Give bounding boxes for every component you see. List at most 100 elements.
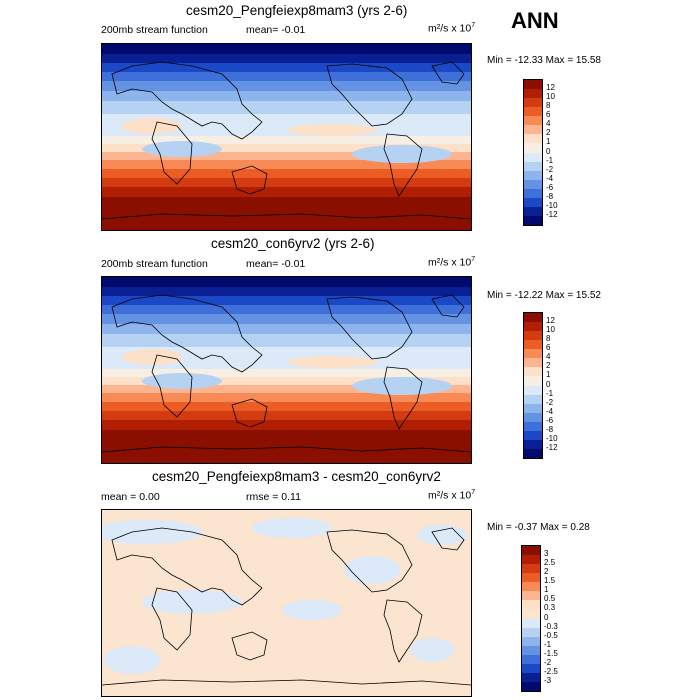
panel-3-rmse-label: rmse = 0.11 — [246, 491, 301, 503]
colorbar-box — [524, 80, 542, 90]
colorbar-box — [524, 152, 542, 162]
colorbar-tick-label: 12 — [546, 83, 555, 93]
zonal-band — [102, 187, 471, 197]
zonal-band — [102, 160, 471, 169]
colorbar-box — [524, 421, 542, 431]
season-label: ANN — [511, 8, 559, 33]
colorbar-tick-label: -12 — [546, 442, 558, 452]
colorbar-tick-label: -6 — [546, 415, 554, 425]
colorbar-box — [524, 376, 542, 386]
panel-2-colorbar-labels: 12 10 8 6 4 2 1 0 -1 -2 -4 -6 -8 -10 -12 — [546, 312, 576, 457]
colorbar-tick-label: 0 — [546, 146, 551, 156]
zonal-band — [102, 420, 471, 430]
zonal-band — [102, 334, 471, 347]
colorbar-tick-label: -0.3 — [544, 621, 558, 631]
colorbar-box — [524, 134, 542, 144]
anomaly-patch — [352, 377, 452, 395]
zonal-band — [102, 402, 471, 411]
zonal-band — [102, 101, 471, 114]
anomaly-patch — [122, 118, 182, 134]
zonal-band — [102, 197, 471, 230]
zonal-band — [102, 63, 471, 72]
colorbar-box — [524, 394, 542, 404]
colorbar-box — [522, 636, 540, 646]
anomaly-patch — [142, 590, 242, 614]
colorbar-box — [522, 582, 540, 592]
panel-1-map — [101, 43, 472, 231]
zonal-band — [102, 277, 471, 287]
colorbar-tick-label: -10 — [546, 200, 558, 210]
colorbar-box — [522, 546, 540, 556]
colorbar-box — [524, 98, 542, 108]
zonal-band — [102, 324, 471, 334]
colorbar-box — [524, 349, 542, 359]
colorbar-tick-label: 8 — [546, 101, 551, 111]
colorbar-tick-label: 12 — [546, 316, 555, 326]
colorbar-tick-label: 6 — [546, 343, 551, 353]
colorbar-tick-label: -1 — [546, 155, 554, 165]
colorbar-box — [524, 367, 542, 377]
colorbar-tick-label: -1.5 — [544, 648, 558, 658]
colorbar-box — [524, 170, 542, 180]
colorbar-box — [522, 627, 540, 637]
panel-1-variable-label: 200mb stream function — [101, 24, 208, 36]
colorbar-box — [524, 403, 542, 413]
colorbar-tick-label: 1 — [546, 137, 551, 147]
anomaly-patch — [142, 141, 222, 157]
colorbar-tick-label: 0 — [546, 379, 551, 389]
panel-3-units-label: m²/s x 107 — [428, 489, 476, 502]
colorbar-box — [522, 609, 540, 619]
colorbar-tick-label: -2.5 — [544, 666, 558, 676]
colorbar-tick-label: 3 — [544, 549, 549, 559]
anomaly-patch — [122, 349, 182, 365]
zonal-band — [102, 169, 471, 178]
colorbar-box — [524, 215, 542, 225]
panel-2-minmax: Min = -12.22 Max = 15.52 — [487, 290, 601, 301]
zonal-band — [102, 430, 471, 463]
colorbar-box — [524, 107, 542, 117]
anomaly-patch — [287, 356, 377, 368]
panel-2-variable-label: 200mb stream function — [101, 258, 208, 270]
zonal-band — [102, 385, 471, 393]
anomaly-patch — [287, 124, 377, 136]
zonal-band — [102, 287, 471, 296]
zonal-band — [102, 54, 471, 63]
panel-3-colorbar-labels: 3 2.5 2 1.5 1 0.5 0.3 0 -0.3 -0.5 -1 -1.5 -2 -2.5 -3 — [544, 545, 574, 690]
colorbar-tick-label: 2 — [546, 128, 551, 138]
colorbar-tick-label: 8 — [546, 334, 551, 344]
colorbar-tick-label: -8 — [546, 191, 554, 201]
anomaly-patch — [142, 373, 222, 389]
colorbar-tick-label: -1 — [546, 388, 554, 398]
colorbar-box — [524, 439, 542, 449]
panel-3-map — [101, 509, 472, 697]
colorbar-tick-label: -0.5 — [544, 630, 558, 640]
colorbar-tick-label: -10 — [546, 433, 558, 443]
colorbar-box — [522, 663, 540, 673]
colorbar-box — [524, 331, 542, 341]
colorbar-tick-label: -8 — [546, 424, 554, 434]
anomaly-patch — [104, 646, 160, 674]
colorbar-box — [522, 591, 540, 601]
zonal-band — [102, 296, 471, 305]
panel-2-map — [101, 276, 472, 464]
colorbar-tick-label: 0 — [544, 612, 549, 622]
zonal-band — [102, 136, 471, 144]
colorbar-box — [524, 116, 542, 126]
colorbar-tick-label: -4 — [546, 406, 554, 416]
zonal-band — [102, 178, 471, 187]
colorbar-tick-label: 2 — [546, 361, 551, 371]
colorbar-box — [524, 313, 542, 323]
colorbar-tick-label: 0.5 — [544, 594, 556, 604]
colorbar-box — [522, 600, 540, 610]
colorbar-box — [524, 179, 542, 189]
colorbar-tick-label: -1 — [544, 639, 552, 649]
anomaly-patch — [102, 520, 202, 544]
zonal-band — [102, 369, 471, 377]
panel-1-units-label: m²/s x 107 — [428, 22, 476, 35]
panel-2-units-label: m²/s x 107 — [428, 256, 476, 269]
anomaly-patch — [344, 556, 400, 584]
zonal-band — [102, 72, 471, 81]
colorbar-box — [524, 385, 542, 395]
zonal-band — [102, 347, 471, 369]
colorbar-tick-label: 6 — [546, 110, 551, 120]
